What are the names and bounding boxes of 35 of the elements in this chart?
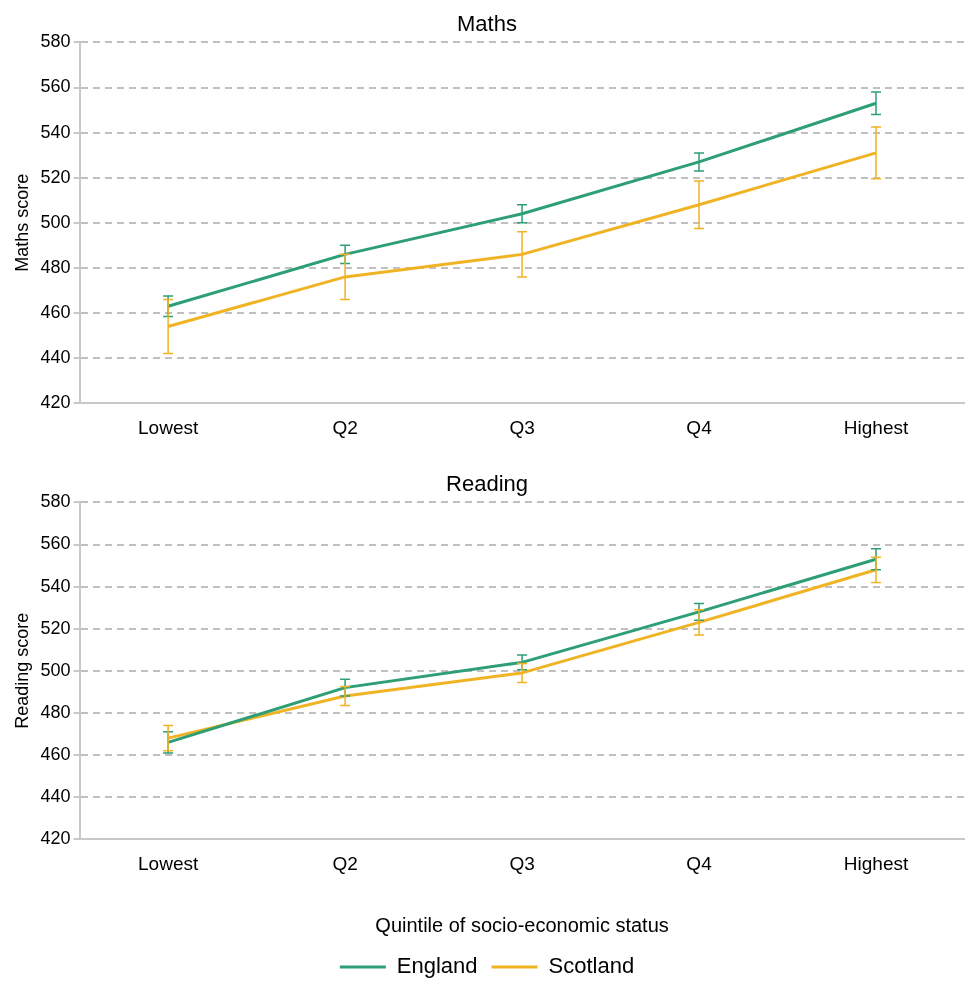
x-tick-label: Q3 — [509, 852, 535, 874]
x-tick-label: Lowest — [138, 852, 199, 874]
y-tick-label: 440 — [40, 786, 71, 807]
x-tick-label: Q4 — [686, 416, 713, 438]
x-tick-label: Q4 — [686, 852, 713, 874]
y-axis-title: Reading score — [11, 612, 32, 729]
y-tick-label: 560 — [40, 533, 71, 554]
y-tick-label: 480 — [40, 701, 71, 722]
legend-label: Scotland — [548, 953, 635, 979]
y-tick-label: 580 — [40, 491, 71, 512]
y-tick-label: 440 — [40, 347, 71, 368]
y-tick-label: 480 — [40, 256, 71, 277]
y-tick-label: 500 — [40, 211, 71, 232]
y-tick-label: 460 — [40, 743, 71, 764]
y-tick-label: 540 — [40, 575, 71, 596]
y-tick-label: 420 — [40, 392, 71, 413]
x-tick-label: Q2 — [332, 416, 358, 438]
x-tick-label: Lowest — [138, 416, 199, 438]
x-tick-label: Highest — [843, 852, 909, 874]
y-tick-label: 580 — [40, 31, 71, 52]
y-tick-label: 500 — [40, 659, 71, 680]
x-axis-title: Quintile of socio-economic status — [375, 913, 669, 936]
y-tick-label: 540 — [40, 121, 71, 142]
legend-label: England — [396, 953, 478, 979]
x-tick-label: Highest — [843, 416, 909, 438]
y-tick-label: 460 — [40, 301, 71, 322]
chart-title: Reading — [446, 471, 528, 497]
chart-title: Maths — [457, 11, 517, 37]
y-tick-label: 520 — [40, 617, 71, 638]
y-tick-label: 420 — [40, 828, 71, 849]
x-tick-label: Q2 — [332, 852, 358, 874]
y-axis-title: Maths score — [11, 173, 32, 272]
x-tick-label: Q3 — [509, 416, 535, 438]
y-tick-label: 560 — [40, 76, 71, 97]
y-tick-label: 520 — [40, 166, 71, 187]
